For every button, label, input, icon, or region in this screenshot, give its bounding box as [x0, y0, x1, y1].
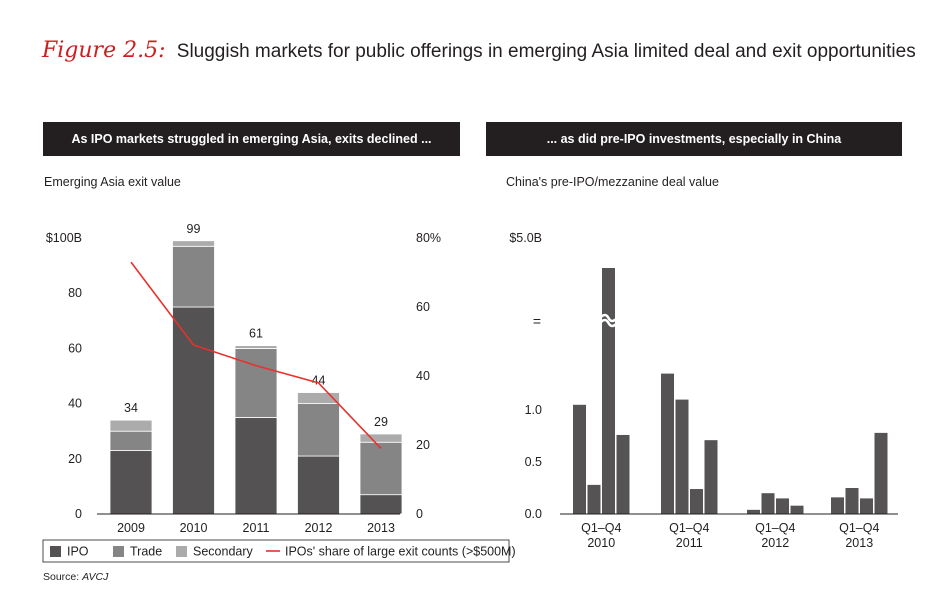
trade-segment — [234, 347, 278, 418]
y-tick-label: 60 — [68, 341, 82, 355]
secondary-segment — [297, 392, 340, 404]
y2-tick-label: 60 — [416, 300, 430, 314]
x-tick-label: 2010 — [180, 521, 208, 535]
group-year-label: 2012 — [761, 536, 789, 550]
ipo-segment — [359, 494, 403, 515]
x-tick-label: 2009 — [117, 521, 145, 535]
ipo-segment — [234, 416, 278, 515]
legend-label-trade: Trade — [130, 545, 162, 559]
secondary-segment — [109, 419, 153, 432]
legend-label-line: IPOs' share of large exit counts (>$500M… — [285, 545, 516, 559]
y2-tick-label: 80% — [416, 231, 441, 245]
deal-value-bar — [874, 432, 888, 514]
group-year-label: 2010 — [587, 536, 615, 550]
legend-swatch-ipo — [50, 546, 61, 557]
deal-value-bar — [661, 373, 674, 514]
trade-segment — [359, 441, 403, 496]
bar-total-label: 99 — [187, 222, 201, 236]
deal-value-bar — [831, 497, 844, 514]
y-tick-label: 20 — [68, 452, 82, 466]
bar-break-mark — [599, 313, 618, 323]
y2-tick-label: 0 — [416, 507, 423, 521]
group-quarter-label: Q1–Q4 — [669, 521, 709, 535]
x-tick-label: 2012 — [305, 521, 333, 535]
ipo-segment — [297, 455, 340, 515]
right-panel-subtitle: China's pre-IPO/mezzanine deal value — [506, 175, 719, 189]
group-year-label: 2011 — [676, 536, 703, 550]
deal-value-bar — [616, 434, 630, 514]
ipo-share-line — [130, 261, 382, 450]
deal-value-bar — [704, 440, 718, 514]
trade-segment — [297, 403, 340, 457]
secondary-segment — [359, 433, 403, 443]
group-quarter-label: Q1–Q4 — [581, 521, 621, 535]
group-year-label: 2013 — [845, 536, 873, 550]
legend-label-ipo: IPO — [67, 545, 89, 559]
deal-value-bar — [776, 498, 789, 514]
deal-value-bar — [573, 404, 586, 514]
deal-value-bar — [675, 399, 689, 514]
y-tick-label-top: $5.0B — [509, 231, 542, 245]
bar-total-label: 29 — [374, 415, 388, 429]
secondary-segment — [172, 240, 215, 247]
ipo-segment — [172, 306, 215, 515]
deal-value-bar — [845, 488, 859, 514]
figure-title-text: Sluggish markets for public offerings in… — [176, 41, 916, 62]
legend-swatch-secondary — [176, 546, 187, 557]
y-tick-label: 0.5 — [525, 455, 542, 469]
bar-total-label: 34 — [124, 401, 138, 415]
left-panel-subtitle: Emerging Asia exit value — [44, 175, 181, 189]
secondary-segment — [234, 345, 278, 349]
trade-segment — [109, 430, 153, 451]
y-tick-label: 1.0 — [525, 403, 542, 417]
group-quarter-label: Q1–Q4 — [839, 521, 879, 535]
y-tick-label: $100B — [46, 231, 82, 245]
deal-value-bar — [587, 484, 601, 514]
y-tick-label: 0.0 — [525, 507, 542, 521]
axis-break-marker: = — [533, 313, 541, 329]
legend-label-secondary: Secondary — [193, 545, 254, 559]
figure-title: Figure 2.5: Sluggish markets for public … — [42, 38, 916, 63]
y2-tick-label: 20 — [416, 438, 430, 452]
bar-break-mark — [599, 318, 618, 328]
y2-tick-label: 40 — [416, 369, 430, 383]
y-tick-label: 40 — [68, 397, 82, 411]
y-tick-label: 0 — [75, 507, 82, 521]
figure-label: Figure 2.5: — [42, 38, 166, 63]
legend-box — [42, 539, 510, 563]
bar-total-label: 44 — [312, 374, 326, 388]
x-tick-label: 2011 — [243, 521, 270, 535]
bar-total-label: 61 — [249, 327, 263, 341]
left-panel-header: As IPO markets struggled in emerging Asi… — [43, 122, 460, 156]
source-prefix: Source: — [43, 571, 83, 583]
deal-value-bar — [860, 498, 873, 514]
trade-segment — [172, 245, 215, 308]
x-tick-label: 2013 — [367, 521, 395, 535]
deal-value-bar — [761, 493, 775, 514]
ipo-segment — [109, 450, 153, 515]
group-quarter-label: Q1–Q4 — [755, 521, 795, 535]
source-note: Source: AVCJ — [43, 571, 108, 583]
deal-value-bar — [790, 505, 804, 514]
right-panel-header: ... as did pre-IPO investments, especial… — [486, 122, 902, 156]
y-tick-label: 80 — [68, 286, 82, 300]
source-name: AVCJ — [82, 571, 109, 583]
legend-swatch-trade — [113, 546, 124, 557]
deal-value-bar — [690, 489, 703, 514]
deal-value-bar — [602, 268, 615, 514]
deal-value-bar — [747, 509, 760, 514]
